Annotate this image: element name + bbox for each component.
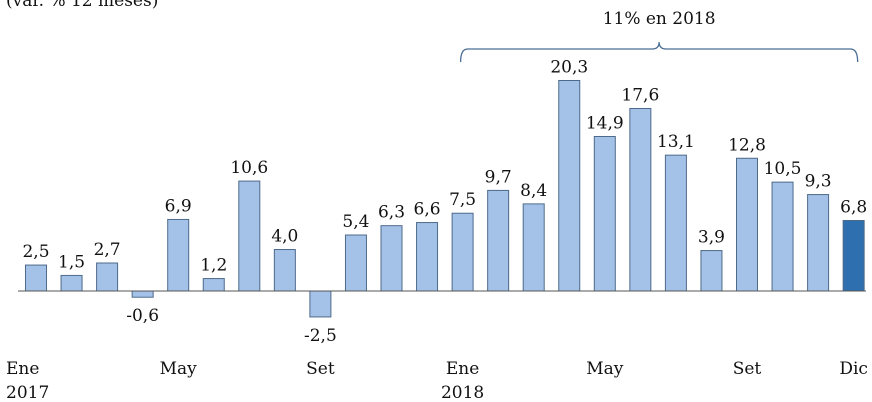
bar xyxy=(771,181,794,292)
data-label: 4,0 xyxy=(271,227,298,247)
bar xyxy=(451,212,474,292)
data-label: 6,8 xyxy=(840,197,867,217)
x-tick-labels-group: Ene 2017 May Set Ene 2018 May Set Dic xyxy=(6,359,868,402)
annotation-brace xyxy=(459,41,859,63)
annotation-group: 11% en 2018 xyxy=(459,9,859,63)
data-label: 14,9 xyxy=(586,113,624,133)
data-label: 9,3 xyxy=(805,172,832,192)
bar xyxy=(380,225,403,292)
data-label: 3,9 xyxy=(698,228,725,248)
data-label: 20,3 xyxy=(550,57,588,77)
x-tick-label: Dic xyxy=(839,359,868,379)
bar xyxy=(60,274,83,292)
bar xyxy=(131,290,154,298)
bar xyxy=(309,290,332,318)
data-label: 8,4 xyxy=(520,181,547,201)
bar xyxy=(487,189,510,292)
data-label: 1,2 xyxy=(200,256,227,276)
bar xyxy=(273,249,296,292)
bar xyxy=(416,222,439,292)
data-label: 6,9 xyxy=(165,196,192,216)
bar xyxy=(664,154,687,292)
data-label: 6,6 xyxy=(414,200,441,220)
bar xyxy=(736,157,758,292)
bar xyxy=(522,203,545,292)
bar xyxy=(558,79,581,292)
data-label: 2,7 xyxy=(94,240,121,260)
data-label: 12,8 xyxy=(728,135,766,155)
value-labels-group: 2,5 1,5 2,7 -0,6 6,9 1,2 10,6 4,0 -2,5 5,4 6,3 6,6 7… xyxy=(22,57,867,345)
data-label: 2,5 xyxy=(22,242,49,262)
bar xyxy=(25,264,47,292)
bars-group xyxy=(25,79,865,318)
data-label: 10,5 xyxy=(764,159,802,179)
data-label: -0,6 xyxy=(126,306,159,326)
bar xyxy=(167,218,190,292)
annotation-label: 11% en 2018 xyxy=(603,9,716,29)
x-tick-label: May xyxy=(160,359,198,379)
data-label: 13,1 xyxy=(657,132,695,152)
bar xyxy=(807,194,830,292)
x-tick-label: Ene xyxy=(6,359,39,379)
x-tick-label-year: 2018 xyxy=(441,383,484,402)
x-tick-label-year: 2017 xyxy=(6,383,49,402)
bar xyxy=(238,180,261,292)
bar xyxy=(842,219,865,292)
data-label: 17,6 xyxy=(621,85,659,105)
data-label: 1,5 xyxy=(58,252,85,272)
data-label: 7,5 xyxy=(449,190,476,210)
x-tick-label: Ene xyxy=(446,359,479,379)
data-label: 10,6 xyxy=(230,158,268,178)
bar xyxy=(96,262,119,292)
bar xyxy=(593,135,616,292)
chart-subtitle: (var. % 12 meses) xyxy=(6,0,158,11)
bar xyxy=(700,250,723,292)
bar xyxy=(344,234,367,292)
data-label: 6,3 xyxy=(378,203,405,223)
bar xyxy=(202,278,225,292)
data-label: -2,5 xyxy=(304,326,337,346)
x-tick-label: May xyxy=(586,359,624,379)
bar xyxy=(629,107,652,292)
x-tick-label: Set xyxy=(306,359,335,379)
data-label: 9,7 xyxy=(485,167,512,187)
data-label: 5,4 xyxy=(342,212,369,232)
x-tick-label: Set xyxy=(733,359,762,379)
